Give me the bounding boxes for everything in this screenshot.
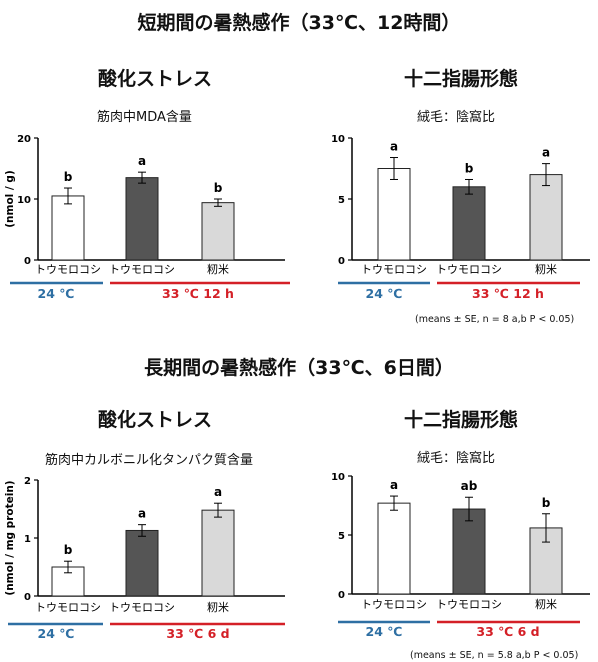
y-tick-label: 5: [338, 531, 345, 542]
category-label: 籾米: [535, 598, 557, 611]
significance-letter: a: [542, 146, 550, 160]
significance-letter: b: [465, 161, 474, 175]
panel-subtitle-carbonyl: 筋肉中カルボニル化タンパク質含量: [45, 453, 254, 468]
y-axis-label: (nmol / g): [4, 170, 16, 228]
footnote-long: (means ± SE, n = 5.8 a,b P < 0.05): [410, 650, 579, 661]
bar: [377, 502, 411, 595]
group-label-heat: 33 ℃ 6 d: [476, 624, 539, 639]
bar: [125, 529, 159, 597]
category-label: トウモロコシ: [436, 598, 502, 611]
category-label: トウモロコシ: [361, 598, 427, 611]
significance-letter: ab: [461, 479, 478, 493]
y-tick-label: 2: [24, 476, 31, 487]
category-label: 籾米: [207, 263, 229, 276]
category-label: 籾米: [207, 601, 229, 614]
bar: [452, 186, 486, 261]
significance-letter: b: [214, 181, 223, 195]
y-tick-label: 5: [338, 195, 345, 206]
category-label: トウモロコシ: [35, 601, 101, 614]
y-tick-label: 0: [24, 592, 31, 603]
y-tick-label: 20: [17, 134, 31, 145]
bar: [125, 177, 159, 261]
significance-letter: a: [138, 154, 146, 168]
section-title-long: 長期間の暑熱感作（33℃、6日間）: [144, 357, 454, 379]
group-label-control: 24 ℃: [366, 624, 403, 639]
chart-villus-crypt-short: 0 5 10 a トウモロコシ b トウモロコシ a 籾米 24 ℃ 33 ℃ 12 h: [331, 134, 590, 301]
category-label: 籾米: [535, 263, 557, 276]
category-label: トウモロコシ: [35, 263, 101, 276]
y-axis-label: (nmol / mg protein): [4, 480, 16, 595]
bar: [529, 174, 563, 261]
chart-mda: 0 10 20 (nmol / g) b トウモロコシ a トウモロコシ b 籾米 24 ℃ 33 ℃…: [4, 134, 290, 301]
category-label: トウモロコシ: [109, 601, 175, 614]
significance-letter: a: [214, 485, 222, 499]
bar: [377, 168, 411, 261]
footnote-short: (means ± SE, n = 8 a,b P < 0.05): [415, 314, 575, 325]
bar: [201, 509, 235, 597]
group-label-heat: 33 ℃ 6 d: [166, 626, 229, 641]
panel-title-oxidative-short: 酸化ストレス: [98, 68, 213, 90]
group-label-heat: 33 ℃ 12 h: [162, 286, 234, 301]
significance-letter: a: [138, 507, 146, 521]
panel-title-duodenum-long: 十二指腸形態: [404, 409, 519, 431]
panel-title-oxidative-long: 酸化ストレス: [98, 409, 213, 431]
panel-subtitle-villus-short: 絨毛：陰窩比: [417, 110, 496, 125]
significance-letter: a: [390, 478, 398, 492]
category-label: トウモロコシ: [361, 263, 427, 276]
category-label: トウモロコシ: [436, 263, 502, 276]
bar: [201, 202, 235, 261]
group-label-heat: 33 ℃ 12 h: [472, 286, 544, 301]
significance-letter: b: [64, 170, 73, 184]
y-tick-label: 0: [24, 256, 31, 267]
bar: [452, 508, 486, 595]
panel-subtitle-mda: 筋肉中MDA含量: [97, 110, 192, 125]
y-tick-label: 10: [17, 195, 31, 206]
group-label-control: 24 ℃: [38, 626, 75, 641]
panel-title-duodenum-short: 十二指腸形態: [404, 68, 519, 90]
group-label-control: 24 ℃: [366, 286, 403, 301]
category-label: トウモロコシ: [109, 263, 175, 276]
y-tick-label: 0: [338, 256, 345, 267]
significance-letter: a: [390, 140, 398, 154]
group-label-control: 24 ℃: [38, 286, 75, 301]
chart-carbonyl: 0 1 2 (nmol / mg protein) b トウモロコシ a トウモロコシ a 籾米 2…: [4, 476, 285, 641]
y-tick-label: 1: [24, 534, 31, 545]
y-tick-label: 0: [338, 590, 345, 601]
chart-villus-crypt-long: 0 5 10 a トウモロコシ ab トウモロコシ b 籾米 24 ℃ 33 ℃ 6 d: [331, 472, 590, 639]
section-title-short: 短期間の暑熱感作（33℃、12時間）: [137, 12, 461, 34]
panel-subtitle-villus-long: 絨毛：陰窩比: [417, 451, 496, 466]
y-tick-label: 10: [331, 472, 345, 483]
y-tick-label: 10: [331, 134, 345, 145]
significance-letter: b: [64, 543, 73, 557]
bar: [51, 195, 85, 261]
significance-letter: b: [542, 496, 551, 510]
